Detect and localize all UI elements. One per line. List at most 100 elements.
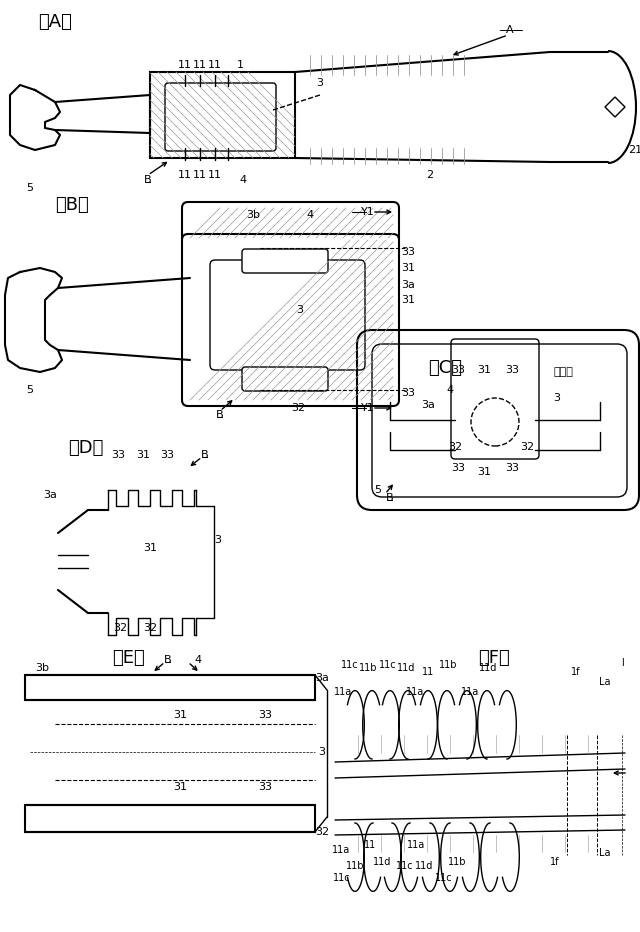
Text: 3a: 3a	[421, 400, 435, 410]
Text: 5: 5	[26, 183, 33, 193]
Text: 4: 4	[447, 385, 454, 395]
Text: 31: 31	[477, 467, 491, 477]
Text: 3a: 3a	[401, 280, 415, 290]
Text: 31: 31	[401, 295, 415, 305]
Text: 33: 33	[401, 247, 415, 257]
Text: 32: 32	[113, 623, 127, 633]
Text: （F）: （F）	[478, 649, 509, 667]
Text: 3: 3	[296, 305, 303, 315]
Text: 11c: 11c	[379, 660, 397, 670]
Text: 11: 11	[422, 667, 434, 677]
Text: La: La	[599, 677, 611, 687]
Text: 11a: 11a	[461, 687, 479, 697]
Text: 33: 33	[258, 710, 272, 720]
Text: 33: 33	[401, 388, 415, 398]
Text: 31: 31	[143, 543, 157, 553]
Text: 3a: 3a	[315, 673, 329, 683]
Text: B: B	[144, 175, 152, 185]
Text: 11b: 11b	[439, 660, 457, 670]
FancyBboxPatch shape	[165, 83, 276, 151]
FancyBboxPatch shape	[242, 367, 328, 391]
Text: 21: 21	[628, 145, 640, 155]
Text: l: l	[621, 658, 623, 668]
Text: 11a: 11a	[334, 687, 352, 697]
Text: 1f: 1f	[572, 667, 580, 677]
Text: A: A	[506, 25, 514, 35]
Text: 11: 11	[178, 60, 192, 70]
FancyBboxPatch shape	[182, 202, 399, 244]
Text: （E）: （E）	[112, 649, 145, 667]
Text: 31: 31	[477, 365, 491, 375]
Text: B: B	[386, 493, 394, 503]
Text: 11: 11	[208, 60, 222, 70]
Text: 11c: 11c	[435, 873, 453, 883]
Text: （B）: （B）	[55, 196, 89, 214]
Text: 33: 33	[111, 450, 125, 460]
FancyBboxPatch shape	[182, 234, 399, 406]
Text: 4: 4	[239, 175, 246, 185]
FancyBboxPatch shape	[242, 249, 328, 273]
Text: B: B	[216, 410, 224, 420]
Text: 11a: 11a	[332, 845, 350, 855]
Text: 2: 2	[426, 170, 433, 180]
Bar	[25, 675, 315, 700]
Text: （ア）: （ア）	[553, 367, 573, 377]
Text: （D）: （D）	[68, 439, 104, 457]
Text: 1: 1	[237, 60, 243, 70]
Text: 33: 33	[505, 365, 519, 375]
Text: 11a: 11a	[407, 840, 425, 850]
Text: 32: 32	[291, 403, 305, 413]
Text: 11: 11	[193, 60, 207, 70]
Text: （A）: （A）	[38, 13, 72, 31]
Text: 31: 31	[401, 263, 415, 273]
Text: B: B	[164, 655, 172, 665]
Text: 3b: 3b	[246, 210, 260, 220]
Text: 1f: 1f	[550, 857, 560, 867]
Text: 32: 32	[448, 442, 462, 452]
Text: 32: 32	[520, 442, 534, 452]
Text: Y1: Y1	[361, 207, 375, 217]
Bar	[25, 805, 315, 832]
Text: 3: 3	[214, 535, 221, 545]
Text: 4: 4	[195, 655, 202, 665]
Text: 32: 32	[315, 827, 329, 837]
Text: 11c: 11c	[396, 861, 414, 871]
Text: B: B	[201, 450, 209, 460]
Text: 11b: 11b	[448, 857, 467, 867]
Text: 33: 33	[160, 450, 174, 460]
Text: 11d: 11d	[415, 861, 433, 871]
Text: 31: 31	[173, 782, 187, 792]
Text: 3a: 3a	[43, 490, 57, 500]
Text: 33: 33	[451, 463, 465, 473]
Text: 11d: 11d	[479, 663, 497, 673]
Text: 11a: 11a	[406, 687, 424, 697]
Text: 11c: 11c	[333, 873, 351, 883]
Text: 11b: 11b	[346, 861, 364, 871]
Text: 4: 4	[307, 210, 314, 220]
Text: （C）: （C）	[428, 359, 462, 377]
Text: Y1: Y1	[361, 403, 375, 413]
Text: 11: 11	[364, 840, 376, 850]
Text: 11: 11	[193, 170, 207, 180]
Text: 11d: 11d	[373, 857, 391, 867]
Text: 33: 33	[505, 463, 519, 473]
Text: 3: 3	[319, 747, 326, 757]
Text: 5: 5	[26, 385, 33, 395]
Text: 33: 33	[258, 782, 272, 792]
Text: 33: 33	[451, 365, 465, 375]
Text: 31: 31	[136, 450, 150, 460]
Text: 5: 5	[374, 485, 381, 495]
FancyBboxPatch shape	[210, 260, 365, 370]
Text: 31: 31	[173, 710, 187, 720]
Bar	[150, 72, 295, 158]
Text: 11: 11	[208, 170, 222, 180]
Text: 11b: 11b	[359, 663, 377, 673]
Text: 11: 11	[178, 170, 192, 180]
Text: La: La	[599, 848, 611, 858]
Text: 3: 3	[554, 393, 561, 403]
Text: 32: 32	[143, 623, 157, 633]
Text: 11d: 11d	[397, 663, 415, 673]
Text: 11c: 11c	[341, 660, 359, 670]
Text: 3b: 3b	[35, 663, 49, 673]
Text: 3: 3	[317, 78, 323, 88]
